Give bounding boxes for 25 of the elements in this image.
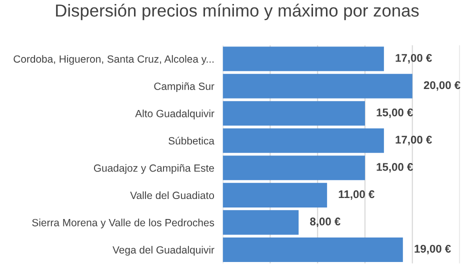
bar [222, 156, 365, 180]
y-tick-label: Campiña Sur [154, 82, 214, 92]
y-tick-label: Guadajoz y Campiña Este [94, 164, 214, 174]
data-label: 20,00 € [424, 81, 460, 91]
data-label: 17,00 € [396, 136, 432, 146]
y-tick-label: Valle del Guadiato [130, 191, 214, 200]
chart-title: Dispersión precios mínimo y máximo por zonas [56, 4, 419, 20]
data-label: 15,00 € [376, 163, 413, 173]
bar [222, 101, 365, 126]
y-tick-label: Sierra Morena y Valle de los Pedroches [32, 218, 214, 228]
bar [222, 74, 412, 98]
y-tick-label: Súbbetica [168, 136, 214, 145]
data-label: 8,00 € [310, 218, 340, 228]
y-tick-label: Vega del Guadalquivir [112, 246, 214, 256]
data-label: 11,00 € [338, 190, 374, 200]
bar [222, 182, 328, 208]
bar [222, 128, 384, 153]
bar [222, 210, 299, 235]
y-tick-label: Alto Guadalquivir [135, 110, 214, 120]
data-label: 17,00 € [396, 54, 432, 64]
y-tick-label: Cordoba, Higueron, Santa Cruz, Alcolea y... [14, 55, 214, 65]
bar [222, 237, 403, 262]
data-label: 19,00 € [414, 244, 451, 254]
data-label: 15,00 € [376, 108, 413, 118]
bar [222, 46, 384, 72]
